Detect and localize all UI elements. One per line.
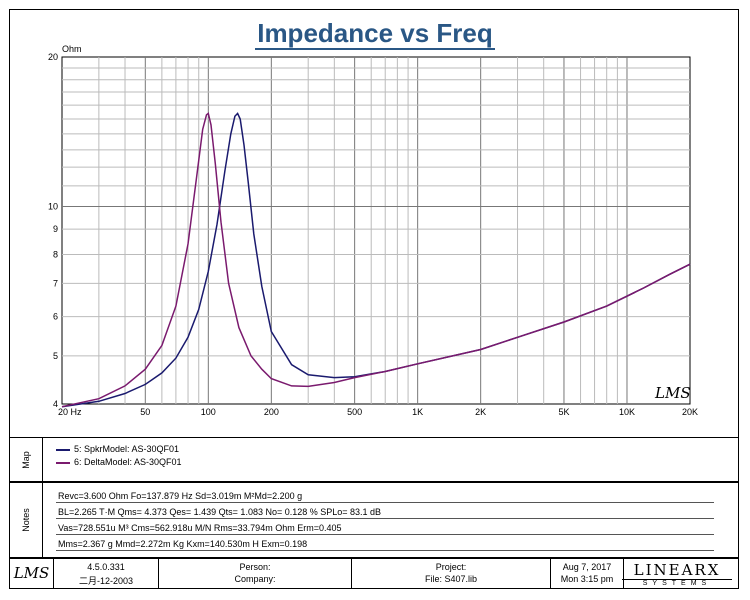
x-tick-label: 20K — [682, 407, 698, 417]
date-text: Aug 7, 2017 — [562, 562, 612, 572]
footer-date-cell: Aug 7, 2017 Mon 3:15 pm — [551, 559, 624, 588]
x-tick-label: 50 — [140, 407, 150, 417]
x-tick-label: 100 — [201, 407, 216, 417]
footer-person-cell: Person: Company: — [159, 559, 352, 588]
person-label: Person: — [239, 562, 271, 572]
note-line-2: BL=2.265 T·M Qms= 4.373 Qes= 1.439 Qts= … — [56, 503, 714, 519]
x-tick-label: 10K — [619, 407, 635, 417]
lms-watermark: LMS — [654, 384, 691, 402]
y-tick-label: 6 — [53, 312, 58, 322]
y-tick-label: 5 — [53, 351, 58, 361]
y-tick-label: 4 — [53, 399, 58, 409]
map-entry-spkr[interactable]: 5: SpkrModel: AS-30QF01 — [56, 444, 179, 454]
plot-area — [61, 56, 691, 405]
footer-bar: LMS 4.5.0.331 二月-12-2003 Person: Company… — [9, 558, 739, 589]
y-tick-label: 10 — [48, 201, 58, 211]
y-axis-label: Ohm — [62, 44, 82, 54]
y-tick-label: 7 — [53, 278, 58, 288]
series-line-2 — [61, 112, 691, 408]
impedance-chart: 20 Hz 50 100 200 500 1K 2K 5K 10K 20K 4 5 6 7 8 9 10 20 O… — [48, 44, 698, 417]
y-tick-label: 20 — [48, 52, 58, 62]
company-label: Company: — [234, 574, 276, 584]
file-label: File: S407.lib — [424, 574, 478, 584]
notes-tab[interactable]: Notes — [10, 483, 43, 557]
lms-logo: LMS — [13, 564, 50, 582]
chart-grid — [61, 56, 691, 405]
time-text: Mon 3:15 pm — [560, 574, 614, 584]
note-line-3: Vas=728.551u M³ Cms=562.918u M/N Rms=33.… — [56, 519, 714, 535]
note-line-4: Mms=2.367 g Mmd=2.272m Kg Kxm=140.530m H… — [56, 535, 714, 551]
notes-panel: Notes Revc=3.600 Ohm Fo=137.879 Hz Sd=3.… — [9, 482, 739, 558]
footer-logo-cell: LMS — [10, 559, 54, 588]
x-tick-label: 200 — [264, 407, 279, 417]
footer-version-cell: 4.5.0.331 二月-12-2003 — [54, 559, 159, 588]
chart-title: Impedance vs Freq — [255, 18, 495, 50]
x-tick-label: 500 — [347, 407, 362, 417]
x-tick-label: 2K — [475, 407, 486, 417]
build-date-text: 二月-12-2003 — [78, 576, 134, 586]
series-swatch-icon — [56, 461, 70, 464]
chart-ticks: 20 Hz 50 100 200 500 1K 2K 5K 10K 20K 4 5 6 7 8 9 10 20 — [48, 52, 698, 417]
footer-project-cell: Project: File: S407.lib — [352, 559, 551, 588]
project-label: Project: — [435, 562, 467, 572]
linearx-logo: LINEARX SYSTEMS — [622, 561, 732, 587]
note-line-1: Revc=3.600 Ohm Fo=137.879 Hz Sd=3.019m M… — [56, 487, 714, 503]
x-tick-label: 5K — [558, 407, 569, 417]
version-text: 4.5.0.331 — [87, 562, 125, 572]
map-tab[interactable]: Map — [10, 438, 43, 481]
map-panel: Map 5: SpkrModel: AS-30QF01 6: DeltaMode… — [9, 437, 739, 482]
chart-series — [61, 112, 691, 408]
series-swatch-icon — [56, 448, 70, 451]
map-entry-delta[interactable]: 6: DeltaModel: AS-30QF01 — [56, 457, 182, 467]
x-tick-label: 20 Hz — [58, 407, 82, 417]
x-tick-label: 1K — [412, 407, 423, 417]
y-tick-label: 9 — [53, 224, 58, 234]
y-tick-label: 8 — [53, 250, 58, 260]
